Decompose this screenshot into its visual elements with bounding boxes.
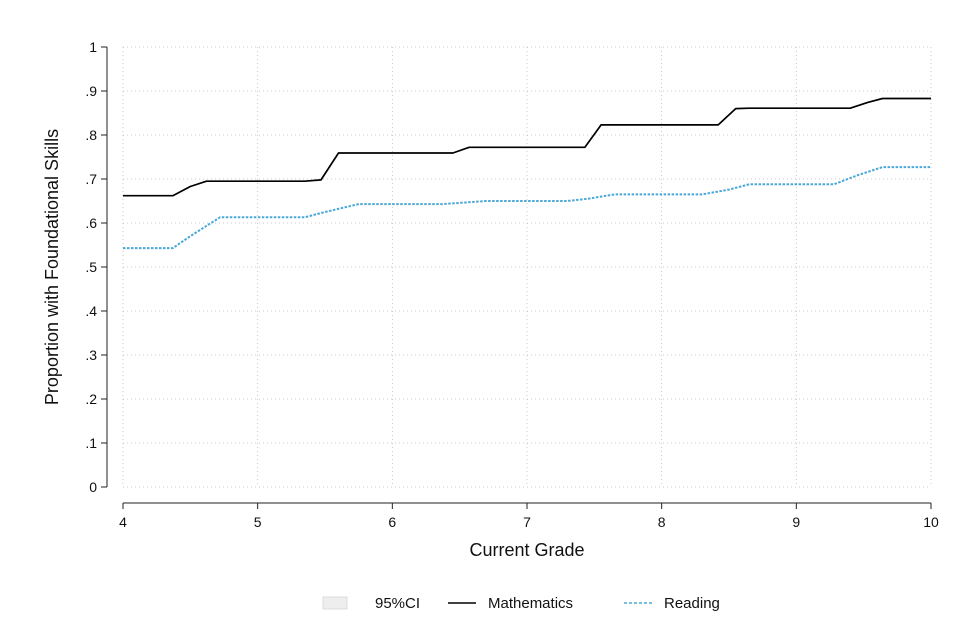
x-axis-label: Current Grade (469, 540, 584, 560)
x-tick-label: 9 (792, 514, 800, 530)
x-axis-ticks: 4 5 6 7 8 9 10 (119, 503, 939, 530)
y-tick-label: .3 (85, 347, 97, 363)
series-lines (123, 97, 931, 250)
x-tick-label: 5 (254, 514, 262, 530)
y-tick-label: .7 (85, 171, 97, 187)
series-line-reading (123, 166, 931, 250)
series-line-mathematics (123, 97, 931, 197)
legend-label-mathematics: Mathematics (488, 595, 573, 612)
y-axis-label: Proportion with Foundational Skills (42, 129, 62, 405)
x-tick-label: 8 (658, 514, 666, 530)
x-tick-label: 10 (923, 514, 939, 530)
x-tick-label: 7 (523, 514, 531, 530)
y-tick-label: .2 (85, 391, 97, 407)
legend-label-reading: Reading (664, 595, 720, 612)
x-tick-label: 4 (119, 514, 127, 530)
y-tick-label: .4 (85, 303, 97, 319)
y-tick-label: .9 (85, 83, 97, 99)
y-tick-label: .1 (85, 435, 97, 451)
y-tick-label: .8 (85, 127, 97, 143)
legend-label-ci: 95%CI (375, 595, 420, 612)
x-tick-label: 6 (388, 514, 396, 530)
y-tick-label: 0 (89, 479, 97, 495)
y-axis-ticks: 0 .1 .2 .3 .4 .5 .6 .7 .8 .9 1 (85, 39, 107, 495)
legend: 95%CI Mathematics Reading (322, 595, 720, 612)
y-tick-label: 1 (89, 39, 97, 55)
y-tick-label: .6 (85, 215, 97, 231)
legend-swatch-ci (322, 596, 348, 610)
axes (106, 47, 931, 504)
grid-lines (122, 46, 932, 488)
y-tick-label: .5 (85, 259, 97, 275)
